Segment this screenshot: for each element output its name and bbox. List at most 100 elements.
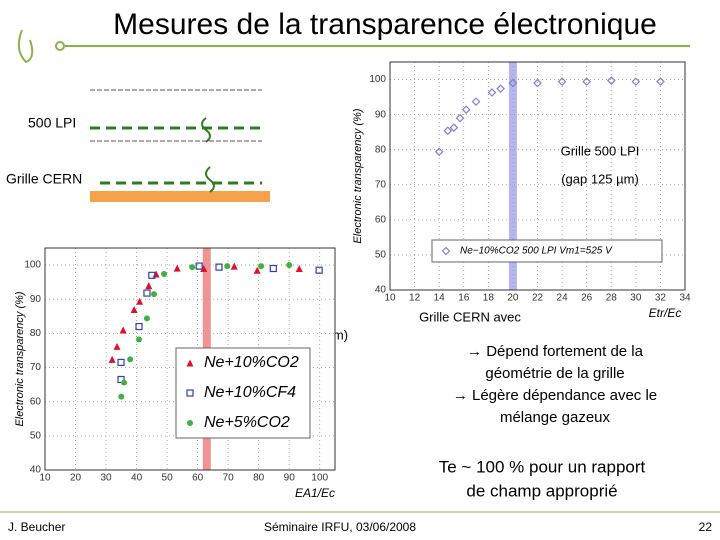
point [113,342,121,350]
y-tick-label: 100 [24,260,41,271]
diagram-label: Grille CERN [6,171,82,187]
page-number: 22 [699,520,713,534]
legend [175,347,311,439]
point [150,291,157,298]
point [186,389,194,397]
plot-frame [389,61,686,291]
y-tick-label: 90 [375,109,387,120]
field-line [201,117,211,143]
x-tick-label: 60 [192,473,204,484]
x-tick-label: 20 [507,293,519,304]
point [533,78,542,88]
x-tick-label: 24 [557,293,569,304]
x-tick-label: 100 [311,473,328,484]
y-tick-label: 40 [375,285,387,296]
x-tick-label: 50 [162,473,174,484]
legend [431,239,663,263]
x-tick-label: 70 [223,473,235,484]
point [186,359,194,367]
point [187,420,193,426]
grid-diagram: 500 LPI Grille CERN [6,89,270,202]
point [224,263,231,270]
y-tick-label: 60 [375,214,387,225]
y-tick-label: 40 [30,465,42,476]
point [215,263,223,271]
point [631,77,641,86]
point [286,262,293,269]
y-tick-label: 50 [375,250,387,261]
point [173,264,181,272]
point [295,264,303,272]
point [161,270,168,277]
point [443,126,453,136]
point [136,297,144,305]
point [200,264,208,272]
title-rule-dot [55,41,65,51]
x-tick-label: 32 [655,293,667,304]
x-tick-label: 20 [70,473,82,484]
x-tick-label: 14 [434,293,446,304]
field-line [205,166,215,193]
x-tick-label: 16 [458,293,470,304]
note: → Légère dépendance avec le [453,387,657,404]
point [230,262,238,270]
point [258,263,265,270]
note: mélange gazeux [500,409,611,426]
x-axis-label: EA1/Ec [295,486,335,500]
point [195,262,203,270]
x-tick-label: 10 [39,473,51,484]
x-tick-label: 22 [532,293,544,304]
point [434,147,444,157]
highlight-band [508,62,517,290]
x-tick-label: 26 [581,293,593,304]
y-axis-label: Electronic transparency (%) [352,108,364,243]
y-tick-label: 80 [30,328,42,339]
x-tick-label: 80 [253,473,265,484]
point [557,77,567,86]
y-tick-label: 80 [375,144,387,155]
y-tick-label: 70 [30,362,42,373]
point [143,315,150,322]
conclusion: de champ approprié [466,481,617,500]
point [145,282,153,290]
conclusion: Te ~ 100 % pour un rapport [439,457,646,476]
point [130,305,138,313]
y-tick-label: 70 [375,179,387,190]
point [117,375,125,384]
chart-annotation: (gap 125 µm) [561,171,639,186]
point [471,97,481,106]
x-tick-label: 30 [630,293,642,304]
point [315,266,323,274]
y-tick-label: 90 [30,294,42,305]
x-tick-label: 30 [100,473,112,484]
legend-label: Ne−10%CO2 500 LPI Vm1=525 V [460,246,613,257]
footer-author: J. Beucher [8,520,65,534]
x-tick-label: 12 [409,293,421,304]
x-axis-label: Etr/Ec [649,306,682,320]
y-tick-label: 60 [30,396,42,407]
point [461,105,471,115]
legend-label: Ne+5%CO2 [204,414,290,431]
legend-label: Ne+10%CO2 [204,354,299,371]
y-tick-label: 100 [369,74,386,85]
point [136,336,143,343]
y-axis-label: Electronic transparency (%) [14,291,26,426]
point [189,264,196,271]
footer-event: Séminaire IRFU, 03/06/2008 [264,520,416,534]
point [127,356,134,363]
point [269,264,277,273]
plot-frame [44,247,336,471]
point [117,358,125,367]
x-tick-label: 10 [384,293,396,304]
point [143,289,151,297]
point [148,271,156,279]
x-tick-label: 34 [679,293,691,304]
anode [90,191,270,202]
point [441,246,451,256]
point [487,88,497,97]
legend-label: Ne+10%CF4 [204,384,296,401]
point [582,77,592,86]
point [656,77,665,86]
point [455,113,465,123]
